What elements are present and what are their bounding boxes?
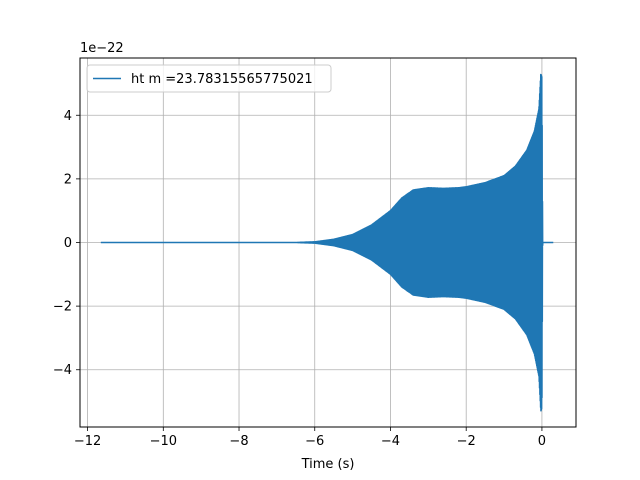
series-line-ht — [100, 73, 554, 412]
x-tick-label: −8 — [229, 434, 248, 449]
x-axis-label: Time (s) — [301, 457, 355, 472]
x-tick-label: 0 — [538, 434, 546, 449]
legend: ht m =23.78315565775021 — [86, 64, 332, 93]
y-axis: −4 −2 0 2 4 — [53, 109, 80, 378]
x-tick-label: −2 — [457, 434, 476, 449]
series-layer — [100, 73, 554, 412]
x-tick-label: −6 — [305, 434, 324, 449]
x-axis: −12 −10 −8 −6 −4 −2 0 — [74, 427, 546, 449]
y-tick-label: 4 — [64, 109, 72, 124]
y-tick-label: −2 — [53, 300, 72, 315]
x-tick-label: −12 — [74, 434, 101, 449]
y-tick-label: 0 — [64, 236, 72, 251]
legend-label: ht m =23.78315565775021 — [131, 72, 313, 87]
legend-box — [86, 64, 332, 93]
plot-area — [100, 73, 554, 412]
y-offset-label: 1e−22 — [80, 41, 124, 56]
y-tick-label: −4 — [53, 363, 72, 378]
x-tick-label: −4 — [381, 434, 400, 449]
x-tick-label: −10 — [150, 434, 177, 449]
y-tick-label: 2 — [64, 172, 72, 187]
